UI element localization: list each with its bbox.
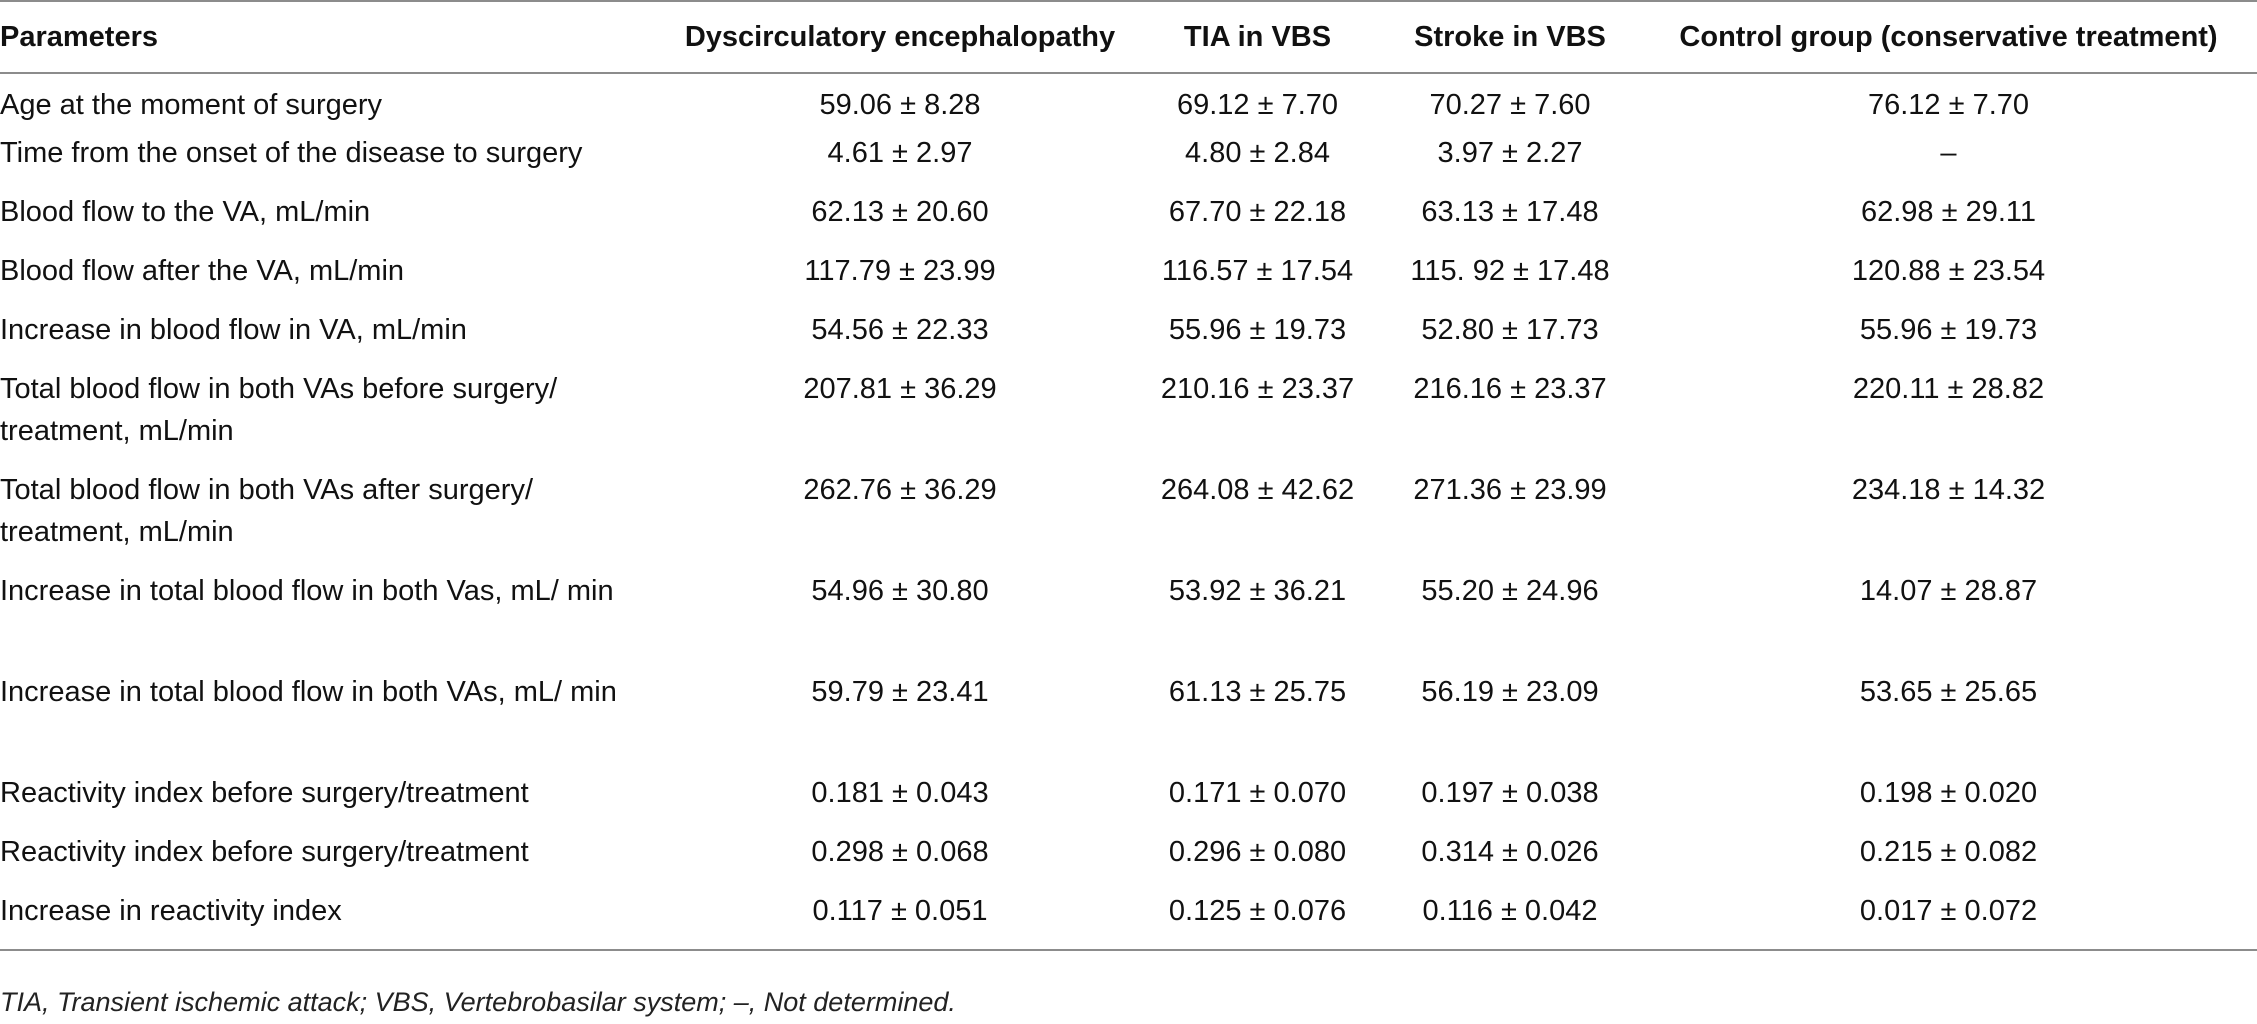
row-parameter: Reactivity index before surgery/treatmen… [0,836,529,868]
cell-tia: 116.57 ± 17.54 [1161,255,1354,287]
cell-control: 55.96 ± 19.73 [1859,314,2038,346]
cell-control: 14.07 ± 28.87 [1859,575,2038,607]
row-parameter: Blood flow to the VA, mL/min [0,196,371,228]
header-tia-in-vbs: TIA in VBS [1135,0,1380,74]
cell-control: – [1940,137,1957,169]
cell-tia: 264.08 ± 42.62 [1160,474,1355,506]
cell-dyscirculatory: 0.117 ± 0.051 [665,890,1135,951]
cell-dyscirculatory: 207.81 ± 36.29 [803,373,997,405]
cell-dyscirculatory: 62.13 ± 20.60 [811,196,989,228]
cell-stroke: 63.13 ± 17.48 [1421,196,1599,228]
table-row: Blood flow after the VA, mL/min 117.79 ±… [0,250,2257,309]
cell-control: 120.88 ± 23.54 [1851,255,2046,287]
table-footnote: TIA, Transient ischemic attack; VBS, Ver… [0,987,956,1017]
cell-stroke: 0.197 ± 0.038 [1421,777,1599,809]
table-row: Reactivity index before surgery/treatmen… [0,831,2257,890]
cell-tia: 0.171 ± 0.070 [1168,777,1347,809]
table-row: Total blood flow in both VAs after surge… [0,469,2257,570]
cell-control: 0.198 ± 0.020 [1859,777,2038,809]
cell-tia: 61.13 ± 25.75 [1168,676,1347,708]
cell-dyscirculatory: 59.79 ± 23.41 [811,676,989,708]
cell-control: 0.017 ± 0.072 [1640,890,2257,951]
cell-stroke: 216.16 ± 23.37 [1413,373,1607,405]
cell-stroke: 55.20 ± 24.96 [1421,575,1599,607]
table-row: Age at the moment of surgery 59.06 ± 8.2… [0,73,2257,132]
cell-dyscirculatory: 54.56 ± 22.33 [811,314,989,346]
header-row: Parameters Dyscirculatory encephalopathy… [0,0,2257,74]
row-parameter: Total blood flow in both VAs after surge… [0,474,534,548]
cell-dyscirculatory: 59.06 ± 8.28 [819,89,981,121]
header-dyscirculatory-encephalopathy: Dyscirculatory encephalopathy [665,0,1135,74]
cell-control: 220.11 ± 28.82 [1852,373,2045,405]
cell-tia: 69.12 ± 7.70 [1176,89,1339,121]
cell-tia: 4.80 ± 2.84 [1185,137,1330,169]
cell-tia: 67.70 ± 22.18 [1168,196,1347,228]
cell-stroke: 271.36 ± 23.99 [1413,474,1607,506]
cell-stroke: 115. 92 ± 17.48 [1410,255,1610,287]
cell-dyscirculatory: 0.298 ± 0.068 [811,836,989,868]
table-body: Age at the moment of surgery 59.06 ± 8.2… [0,73,2257,951]
table-row: Increase in blood flow in VA, mL/min 54.… [0,309,2257,368]
table-header: Parameters Dyscirculatory encephalopathy… [0,0,2257,74]
cell-dyscirculatory: 262.76 ± 36.29 [803,474,997,506]
table-row: Reactivity index before surgery/treatmen… [0,772,2257,831]
cell-dyscirculatory: 4.61 ± 2.97 [827,137,973,169]
row-parameter: Increase in total blood flow in both VAs… [0,676,617,708]
header-control-group: Control group (conservative treatment) [1640,0,2257,74]
row-parameter: Total blood flow in both VAs before surg… [0,373,558,447]
header-parameters: Parameters [0,0,665,74]
cell-tia: 53.92 ± 36.21 [1168,575,1347,607]
cell-dyscirculatory: 0.181 ± 0.043 [811,777,989,809]
cell-control: 62.98 ± 29.11 [1860,196,2037,228]
cell-tia: 210.16 ± 23.37 [1160,373,1355,405]
cell-control: 234.18 ± 14.32 [1851,474,2046,506]
cell-stroke: 52.80 ± 17.73 [1421,314,1599,346]
row-parameter: Reactivity index before surgery/treatmen… [0,777,529,809]
row-parameter: Age at the moment of surgery [0,89,383,121]
cell-stroke: 0.116 ± 0.042 [1380,890,1640,951]
row-parameter: Increase in blood flow in VA, mL/min [0,314,467,346]
cell-stroke: 56.19 ± 23.09 [1421,676,1599,708]
table-row: Blood flow to the VA, mL/min 62.13 ± 20.… [0,191,2257,250]
table-row: Increase in total blood flow in both VAs… [0,671,2257,772]
cell-stroke: 3.97 ± 2.27 [1437,137,1583,169]
cell-stroke: 0.314 ± 0.026 [1421,836,1599,868]
cell-dyscirculatory: 54.96 ± 30.80 [811,575,989,607]
cell-tia: 0.296 ± 0.080 [1168,836,1347,868]
row-parameter: Increase in reactivity index [0,890,665,951]
cell-stroke: 70.27 ± 7.60 [1429,89,1591,121]
cell-tia: 0.125 ± 0.076 [1135,890,1380,951]
header-stroke-in-vbs: Stroke in VBS [1380,0,1640,74]
cell-dyscirculatory: 117.79 ± 23.99 [804,255,996,287]
results-table: Parameters Dyscirculatory encephalopathy… [0,0,2257,951]
table-row: Time from the onset of the disease to su… [0,132,2257,191]
table-row: Increase in total blood flow in both Vas… [0,570,2257,671]
row-parameter: Time from the onset of the disease to su… [0,137,583,169]
table-row: Increase in reactivity index 0.117 ± 0.0… [0,890,2257,951]
cell-control: 76.12 ± 7.70 [1867,89,2030,121]
row-parameter: Blood flow after the VA, mL/min [0,255,405,287]
cell-control: 0.215 ± 0.082 [1859,836,2038,868]
cell-control: 53.65 ± 25.65 [1859,676,2038,708]
table-row: Total blood flow in both VAs before surg… [0,368,2257,469]
row-parameter: Increase in total blood flow in both Vas… [0,575,614,607]
cell-tia: 55.96 ± 19.73 [1168,314,1347,346]
